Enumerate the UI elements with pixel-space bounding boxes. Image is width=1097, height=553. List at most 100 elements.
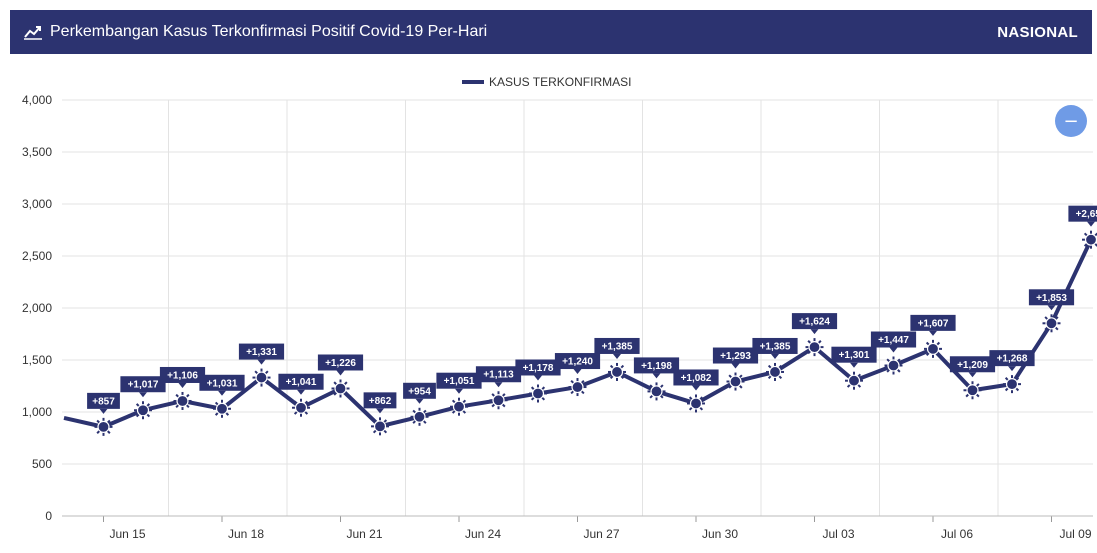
virus-marker-icon[interactable] bbox=[252, 368, 271, 387]
data-label-pointer bbox=[968, 372, 977, 378]
virus-marker-icon[interactable] bbox=[213, 399, 231, 418]
data-label-pointer bbox=[652, 373, 661, 379]
data-label: +2,657 bbox=[1076, 209, 1097, 220]
data-label: +1,301 bbox=[839, 350, 870, 361]
data-label: +1,240 bbox=[562, 357, 593, 368]
data-label-pointer bbox=[257, 359, 266, 365]
virus-marker-icon[interactable] bbox=[529, 384, 547, 403]
y-tick-label: 3,500 bbox=[22, 145, 52, 159]
virus-marker-icon[interactable] bbox=[568, 378, 587, 397]
data-label-box bbox=[831, 346, 877, 363]
data-label-pointer bbox=[850, 362, 858, 368]
data-label: +954 bbox=[408, 386, 431, 397]
data-label-box bbox=[949, 356, 996, 373]
x-tick-label: Jun 18 bbox=[228, 527, 264, 541]
x-tick-label: Jul 09 bbox=[1059, 527, 1091, 541]
data-label: +1,293 bbox=[720, 351, 751, 362]
virus-marker-icon[interactable] bbox=[1042, 314, 1061, 333]
data-label: +1,447 bbox=[878, 335, 909, 346]
data-label: +1,385 bbox=[602, 341, 633, 352]
x-tick-label: Jun 15 bbox=[109, 527, 145, 541]
data-label: +862 bbox=[369, 396, 392, 407]
data-label-pointer bbox=[929, 330, 937, 336]
data-label-box bbox=[712, 347, 759, 364]
virus-marker-icon[interactable] bbox=[331, 379, 350, 398]
data-label-pointer bbox=[573, 369, 582, 375]
data-label-box bbox=[870, 331, 917, 348]
data-label-pointer bbox=[1008, 366, 1016, 372]
virus-marker-icon[interactable] bbox=[489, 391, 508, 410]
virus-marker-icon[interactable] bbox=[924, 339, 942, 358]
virus-marker-icon[interactable] bbox=[371, 417, 389, 436]
data-label: +1,624 bbox=[799, 317, 830, 328]
virus-marker-icon[interactable] bbox=[134, 401, 152, 420]
data-label-box bbox=[673, 369, 719, 386]
data-label-pointer bbox=[297, 389, 305, 395]
trend-line-icon bbox=[24, 26, 42, 40]
y-tick-label: 1,000 bbox=[22, 405, 52, 419]
title-group: Perkembangan Kasus Terkonfirmasi Positif… bbox=[24, 23, 997, 41]
data-label: +1,113 bbox=[483, 370, 514, 381]
data-label-box bbox=[554, 353, 601, 370]
data-label: +1,198 bbox=[641, 361, 672, 372]
data-label-pointer bbox=[415, 398, 424, 404]
data-label-box bbox=[1068, 205, 1097, 222]
y-tick-label: 500 bbox=[32, 457, 52, 471]
x-tick-label: Jul 03 bbox=[822, 527, 854, 541]
data-label-pointer bbox=[455, 388, 463, 394]
virus-marker-icon[interactable] bbox=[410, 407, 429, 426]
virus-marker-icon[interactable] bbox=[450, 397, 468, 416]
virus-marker-icon[interactable] bbox=[1003, 375, 1021, 394]
virus-marker-icon[interactable] bbox=[647, 382, 666, 401]
data-label-box bbox=[436, 372, 482, 389]
line-chart: 0 500 1,000 1,500 2,000 2,500 3,000 3,500 4,000 J… bbox=[22, 75, 1097, 541]
virus-marker-icon[interactable] bbox=[884, 356, 903, 375]
data-label-box bbox=[199, 374, 245, 391]
virus-marker-icon[interactable] bbox=[726, 372, 745, 391]
virus-marker-icon[interactable] bbox=[173, 391, 192, 410]
y-tick-label: 3,000 bbox=[22, 197, 52, 211]
virus-marker-icon[interactable] bbox=[292, 398, 310, 417]
data-label: +1,268 bbox=[997, 354, 1028, 365]
scope-label[interactable]: NASIONAL bbox=[997, 23, 1078, 41]
series-line bbox=[63, 238, 1093, 429]
x-tick-label: Jun 24 bbox=[465, 527, 501, 541]
x-tick-label: Jun 30 bbox=[702, 527, 738, 541]
data-label-box bbox=[278, 373, 324, 390]
data-label-box bbox=[752, 337, 798, 354]
data-label-box bbox=[159, 366, 206, 383]
data-label-pointer bbox=[139, 392, 147, 398]
virus-marker-icon[interactable] bbox=[845, 371, 863, 390]
virus-marker-icon[interactable] bbox=[963, 381, 982, 400]
data-label-pointer bbox=[731, 363, 740, 369]
virus-marker-icon[interactable] bbox=[766, 362, 784, 381]
legend-label[interactable]: KASUS TERKONFIRMASI bbox=[489, 75, 631, 89]
virus-marker-icon[interactable] bbox=[805, 338, 824, 357]
data-label: +857 bbox=[92, 396, 115, 407]
data-label: +1,209 bbox=[957, 360, 988, 371]
data-label-pointer bbox=[534, 375, 542, 381]
chart-header: Perkembangan Kasus Terkonfirmasi Positif… bbox=[10, 10, 1092, 54]
data-label-pointer bbox=[1087, 221, 1095, 227]
virus-marker-icon[interactable] bbox=[608, 362, 626, 381]
data-label: +1,226 bbox=[325, 358, 356, 369]
data-label: +1,607 bbox=[918, 318, 949, 329]
zoom-out-button[interactable]: − bbox=[1055, 105, 1087, 137]
data-label-box bbox=[515, 359, 561, 376]
data-label-box bbox=[403, 382, 436, 399]
virus-marker-icon[interactable] bbox=[687, 394, 705, 413]
y-tick-label: 2,500 bbox=[22, 249, 52, 263]
y-tick-label: 4,000 bbox=[22, 93, 52, 107]
data-label-box bbox=[238, 343, 285, 360]
data-label: +1,331 bbox=[246, 347, 277, 358]
data-label-pointer bbox=[336, 370, 345, 376]
data-label-pointer bbox=[810, 329, 819, 335]
data-label-box bbox=[87, 392, 120, 409]
chart-title: Perkembangan Kasus Terkonfirmasi Positif… bbox=[50, 23, 488, 40]
data-label-box bbox=[317, 354, 364, 371]
data-label-box bbox=[791, 313, 838, 330]
data-label-box bbox=[633, 357, 680, 374]
data-label-pointer bbox=[494, 382, 503, 388]
virus-marker-icon[interactable] bbox=[94, 417, 113, 436]
data-label: +1,178 bbox=[523, 363, 554, 374]
